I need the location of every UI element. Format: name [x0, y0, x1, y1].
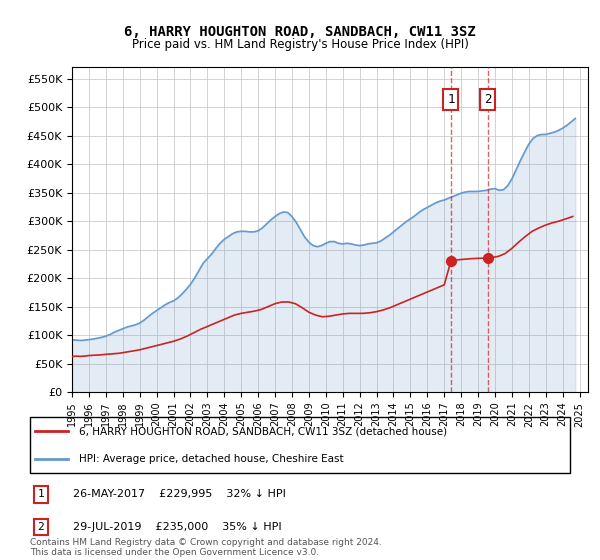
Text: Contains HM Land Registry data © Crown copyright and database right 2024.
This d: Contains HM Land Registry data © Crown c… — [30, 538, 382, 557]
Text: 6, HARRY HOUGHTON ROAD, SANDBACH, CW11 3SZ (detached house): 6, HARRY HOUGHTON ROAD, SANDBACH, CW11 3… — [79, 426, 447, 436]
Text: 1: 1 — [37, 489, 44, 499]
Text: 2: 2 — [37, 522, 44, 532]
Text: 6, HARRY HOUGHTON ROAD, SANDBACH, CW11 3SZ: 6, HARRY HOUGHTON ROAD, SANDBACH, CW11 3… — [124, 25, 476, 39]
Text: 1: 1 — [447, 93, 455, 106]
Text: 29-JUL-2019    £235,000    35% ↓ HPI: 29-JUL-2019 £235,000 35% ↓ HPI — [73, 522, 282, 532]
Text: 26-MAY-2017    £229,995    32% ↓ HPI: 26-MAY-2017 £229,995 32% ↓ HPI — [73, 489, 286, 499]
Text: 2: 2 — [484, 93, 491, 106]
Text: Price paid vs. HM Land Registry's House Price Index (HPI): Price paid vs. HM Land Registry's House … — [131, 38, 469, 51]
Text: HPI: Average price, detached house, Cheshire East: HPI: Average price, detached house, Ches… — [79, 454, 343, 464]
